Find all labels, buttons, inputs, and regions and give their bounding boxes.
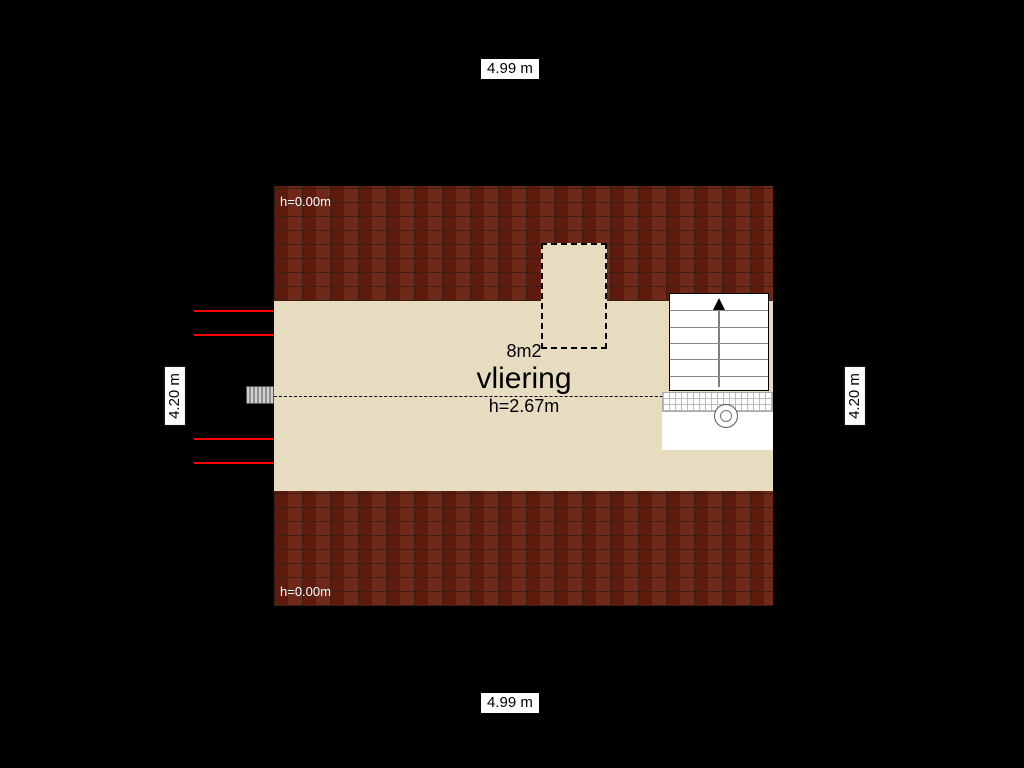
edge-height-bottom: h=0.00m (280, 584, 331, 599)
stair-tread (670, 327, 768, 328)
roof-top (274, 186, 773, 301)
room-label: 8m2 vliering h=2.67m (444, 341, 604, 417)
wall-vent-icon (246, 386, 274, 404)
stair-tread (670, 359, 768, 360)
plan-area: h=0.00m h=0.00m 8m2 vliering h=2.67m (274, 186, 773, 606)
floorplan-canvas: 4.99 m 4.99 m 4.20 m 4.20 m h=0.00m h=0.… (0, 0, 1024, 768)
stair-tread (670, 343, 768, 344)
dim-left: 4.20 m (164, 366, 186, 426)
room-height: h=2.67m (444, 396, 604, 417)
dim-bottom: 4.99 m (480, 692, 540, 714)
room-area: 8m2 (444, 341, 604, 362)
stair-tread (670, 376, 768, 377)
roof-bottom (274, 491, 773, 606)
edge-height-top: h=0.00m (280, 194, 331, 209)
red-marker-line (194, 310, 274, 312)
red-marker-line (194, 438, 274, 440)
stair-tread (670, 310, 768, 311)
dim-top: 4.99 m (480, 58, 540, 80)
red-marker-line (194, 334, 274, 336)
chimney-outline (541, 243, 607, 349)
staircase (669, 293, 769, 391)
dim-right: 4.20 m (844, 366, 866, 426)
stair-newel-icon (714, 404, 738, 428)
room-name: vliering (444, 362, 604, 397)
red-marker-line (194, 462, 274, 464)
